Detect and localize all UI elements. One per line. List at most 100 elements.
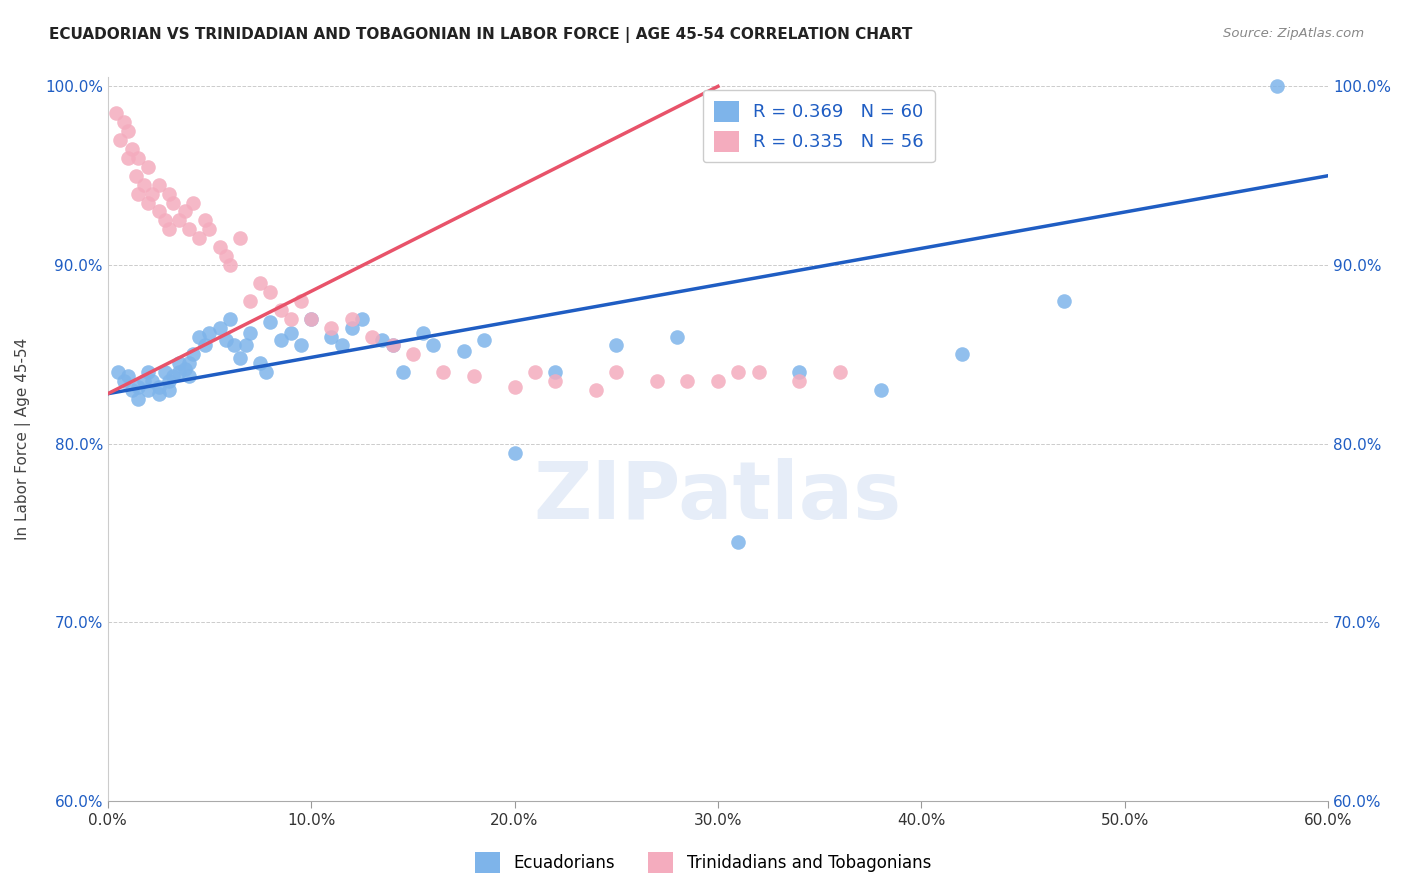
Point bbox=[299, 311, 322, 326]
Point bbox=[412, 326, 434, 340]
Point bbox=[249, 276, 271, 290]
Point bbox=[141, 374, 163, 388]
Point bbox=[259, 285, 281, 299]
Point bbox=[127, 186, 149, 201]
Point bbox=[503, 379, 526, 393]
Point bbox=[188, 231, 211, 245]
Point bbox=[179, 356, 201, 370]
Point bbox=[707, 374, 730, 388]
Y-axis label: In Labor Force | Age 45-54: In Labor Force | Age 45-54 bbox=[15, 338, 31, 541]
Text: ZIPatlas: ZIPatlas bbox=[534, 458, 903, 536]
Point bbox=[371, 333, 394, 347]
Point bbox=[523, 365, 546, 379]
Point bbox=[181, 195, 204, 210]
Point bbox=[235, 338, 257, 352]
Point bbox=[1053, 293, 1076, 308]
Point bbox=[748, 365, 770, 379]
Point bbox=[179, 368, 201, 383]
Point bbox=[239, 293, 262, 308]
Point bbox=[162, 368, 184, 383]
Point bbox=[381, 338, 404, 352]
Point bbox=[259, 315, 281, 329]
Point bbox=[121, 383, 143, 397]
Point bbox=[239, 326, 262, 340]
Point bbox=[198, 326, 221, 340]
Point bbox=[157, 186, 180, 201]
Point bbox=[179, 222, 201, 236]
Point bbox=[270, 333, 292, 347]
Point bbox=[174, 361, 197, 376]
Point bbox=[134, 178, 156, 192]
Point bbox=[229, 231, 252, 245]
Point bbox=[453, 343, 475, 358]
Point bbox=[157, 374, 180, 388]
Point bbox=[676, 374, 699, 388]
Point bbox=[340, 311, 363, 326]
Point bbox=[157, 383, 180, 397]
Point bbox=[350, 311, 373, 326]
Point bbox=[950, 347, 973, 361]
Point bbox=[605, 338, 627, 352]
Point bbox=[299, 311, 322, 326]
Point bbox=[148, 178, 170, 192]
Point bbox=[127, 392, 149, 406]
Point bbox=[157, 222, 180, 236]
Point bbox=[127, 379, 149, 393]
Point bbox=[503, 445, 526, 459]
Point bbox=[153, 365, 176, 379]
Text: ECUADORIAN VS TRINIDADIAN AND TOBAGONIAN IN LABOR FORCE | AGE 45-54 CORRELATION : ECUADORIAN VS TRINIDADIAN AND TOBAGONIAN… bbox=[49, 27, 912, 43]
Point bbox=[208, 240, 231, 254]
Point bbox=[127, 151, 149, 165]
Point bbox=[432, 365, 454, 379]
Point bbox=[112, 374, 135, 388]
Point bbox=[330, 338, 353, 352]
Point bbox=[167, 365, 190, 379]
Point bbox=[112, 115, 135, 129]
Point bbox=[138, 383, 160, 397]
Point bbox=[181, 347, 204, 361]
Point bbox=[215, 249, 238, 263]
Point bbox=[138, 365, 160, 379]
Point bbox=[188, 329, 211, 343]
Point bbox=[402, 347, 425, 361]
Point bbox=[104, 106, 127, 120]
Point bbox=[194, 213, 217, 227]
Point bbox=[218, 258, 240, 272]
Point bbox=[148, 204, 170, 219]
Point bbox=[107, 365, 129, 379]
Point bbox=[167, 356, 190, 370]
Point bbox=[254, 365, 277, 379]
Point bbox=[422, 338, 444, 352]
Point bbox=[340, 320, 363, 334]
Point bbox=[194, 338, 217, 352]
Point bbox=[321, 320, 343, 334]
Point bbox=[229, 351, 252, 365]
Point bbox=[138, 160, 160, 174]
Point bbox=[117, 151, 139, 165]
Point bbox=[290, 338, 312, 352]
Point bbox=[141, 186, 163, 201]
Point bbox=[117, 368, 139, 383]
Point bbox=[605, 365, 627, 379]
Point bbox=[208, 320, 231, 334]
Point bbox=[134, 374, 156, 388]
Point bbox=[222, 338, 245, 352]
Point bbox=[215, 333, 238, 347]
Legend: R = 0.369   N = 60, R = 0.335   N = 56: R = 0.369 N = 60, R = 0.335 N = 56 bbox=[703, 90, 935, 162]
Point bbox=[869, 383, 891, 397]
Point bbox=[787, 374, 810, 388]
Point bbox=[472, 333, 495, 347]
Point bbox=[153, 213, 176, 227]
Point bbox=[290, 293, 312, 308]
Point bbox=[121, 142, 143, 156]
Point bbox=[162, 195, 184, 210]
Point bbox=[125, 169, 148, 183]
Point bbox=[148, 386, 170, 401]
Point bbox=[198, 222, 221, 236]
Point bbox=[280, 326, 302, 340]
Point bbox=[463, 368, 485, 383]
Point bbox=[544, 365, 567, 379]
Point bbox=[108, 133, 131, 147]
Point bbox=[270, 302, 292, 317]
Point bbox=[727, 535, 749, 549]
